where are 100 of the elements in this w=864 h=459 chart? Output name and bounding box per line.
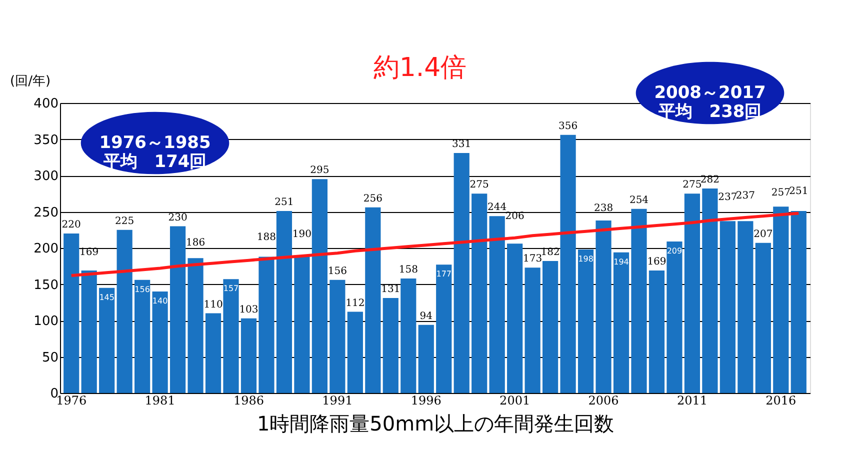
data-label: 190 xyxy=(292,228,312,240)
bar xyxy=(240,318,257,393)
y-tick-label: 0 xyxy=(50,386,58,402)
data-label: 237 xyxy=(736,190,755,202)
bar xyxy=(790,211,806,393)
data-label: 156 xyxy=(328,266,347,277)
data-label: 295 xyxy=(310,165,330,176)
bar xyxy=(702,188,718,393)
bar xyxy=(454,153,470,393)
x-tick-label: 1976 xyxy=(56,394,87,408)
data-label: 225 xyxy=(115,216,134,227)
bar xyxy=(64,234,80,393)
data-label: 169 xyxy=(647,256,666,268)
x-tick-label: 2016 xyxy=(766,394,796,408)
data-label: 110 xyxy=(204,299,223,310)
bar xyxy=(81,270,97,393)
bar xyxy=(720,221,736,393)
bar xyxy=(258,256,274,393)
bar xyxy=(648,270,665,393)
bar xyxy=(223,279,239,393)
bar xyxy=(560,134,576,393)
bar xyxy=(205,313,222,393)
annotation: 1976～1985 平均 174回 xyxy=(99,133,211,172)
x-tick-label: 2001 xyxy=(500,394,530,408)
x-tick-label: 1981 xyxy=(144,394,176,408)
bar xyxy=(542,261,558,393)
bar xyxy=(507,244,523,393)
bar xyxy=(170,226,186,393)
y-tick-label: 350 xyxy=(34,132,58,148)
data-label: 256 xyxy=(363,193,382,204)
bar xyxy=(472,194,488,393)
data-label: 156 xyxy=(134,284,150,294)
bar xyxy=(773,206,789,393)
data-label: 158 xyxy=(398,264,418,276)
bar xyxy=(365,207,381,393)
x-tick-label: 1991 xyxy=(322,394,353,408)
data-label: 220 xyxy=(62,220,81,230)
x-tick-label: 2011 xyxy=(676,394,708,408)
bar xyxy=(755,242,771,393)
y-tick-label: 300 xyxy=(34,169,58,184)
data-label: 177 xyxy=(436,270,452,279)
bar xyxy=(631,208,647,393)
y-tick-label: 50 xyxy=(42,350,58,366)
y-tick-label: 200 xyxy=(34,242,58,256)
data-label: 356 xyxy=(558,120,578,132)
data-label: 207 xyxy=(754,228,773,240)
data-label: 238 xyxy=(594,202,614,214)
data-label: 244 xyxy=(488,202,507,214)
bar xyxy=(99,288,115,393)
bar xyxy=(116,230,132,393)
x-tick-label: 1986 xyxy=(233,394,264,408)
bar xyxy=(578,249,594,393)
data-label: 157 xyxy=(223,284,239,294)
bar xyxy=(382,298,398,393)
bar xyxy=(418,324,434,393)
data-label: 140 xyxy=(152,296,168,306)
bar xyxy=(312,179,328,393)
data-label: 275 xyxy=(682,180,702,191)
bar xyxy=(436,264,452,393)
data-label: 198 xyxy=(578,254,594,264)
y-tick-label: 150 xyxy=(34,278,58,293)
x-tick-label: 1996 xyxy=(410,394,442,408)
data-label: 237 xyxy=(718,192,738,203)
bar xyxy=(330,280,346,393)
bar xyxy=(596,220,612,393)
bar xyxy=(347,312,363,393)
y-tick-label: 100 xyxy=(34,314,58,329)
y-tick-label: 400 xyxy=(34,96,58,112)
data-label: 173 xyxy=(523,254,542,265)
data-label: 194 xyxy=(614,257,629,266)
bar xyxy=(524,268,540,393)
data-label: 257 xyxy=(771,188,790,199)
bar xyxy=(738,221,754,393)
bar xyxy=(134,280,150,393)
bar xyxy=(294,255,310,393)
data-label: 251 xyxy=(274,197,294,208)
data-label: 103 xyxy=(239,304,258,316)
data-label: 145 xyxy=(99,292,114,302)
data-label: 254 xyxy=(629,194,649,206)
text: 約1.4倍 xyxy=(373,53,467,83)
bar xyxy=(489,216,505,393)
bar xyxy=(613,252,630,393)
x-tick-label: 2006 xyxy=(588,394,619,408)
data-label: 188 xyxy=(256,232,276,243)
x-axis-title: 1時間降雨量50mm以上の年間発生回数 xyxy=(256,412,614,436)
data-label: 94 xyxy=(420,310,432,322)
bar xyxy=(400,278,416,393)
bar xyxy=(666,241,682,393)
data-label: 251 xyxy=(789,186,808,198)
y-axis-title: (回/年) xyxy=(10,74,51,89)
annotation: 2008～2017 平均 238回 xyxy=(654,83,766,122)
data-label: 209 xyxy=(666,246,682,256)
data-label: 275 xyxy=(470,180,489,191)
y-tick-label: 250 xyxy=(34,205,58,220)
data-label: 112 xyxy=(346,298,365,309)
bar xyxy=(152,292,168,393)
bar xyxy=(276,211,292,393)
data-label: 186 xyxy=(186,238,206,249)
bar xyxy=(188,258,204,393)
bar xyxy=(684,194,700,393)
